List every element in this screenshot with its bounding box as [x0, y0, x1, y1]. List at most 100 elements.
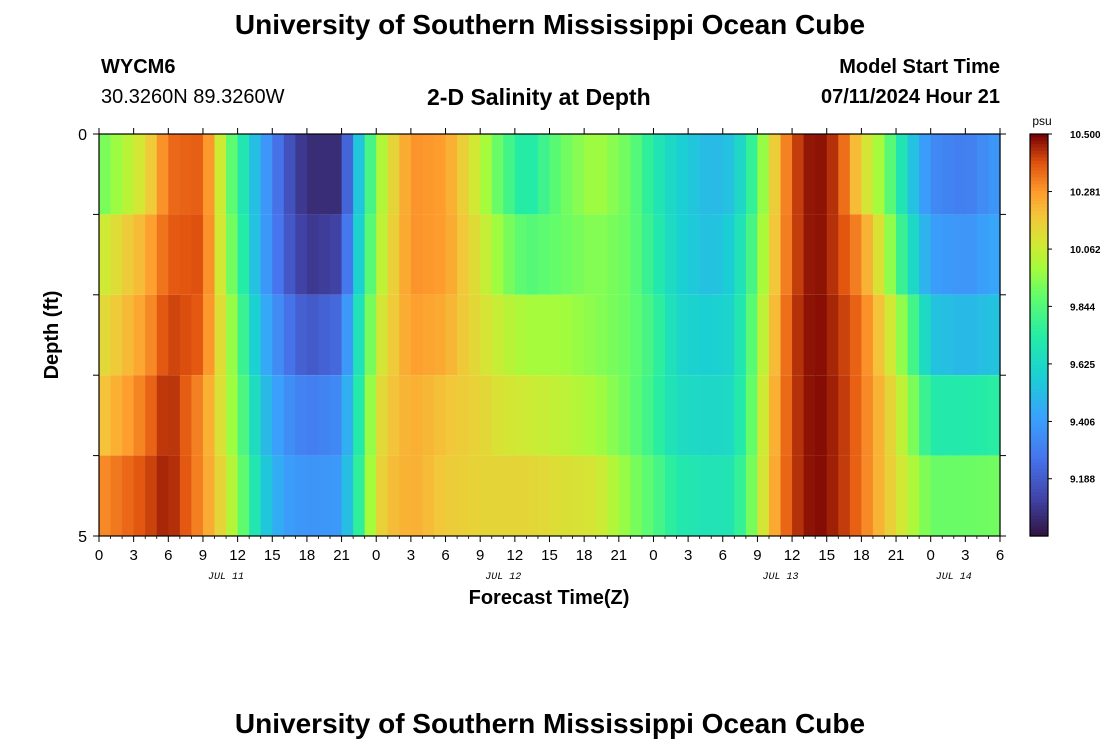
colorbar-segment — [1030, 268, 1048, 272]
colorbar-segment — [1030, 428, 1048, 433]
heatmap-cell — [607, 294, 620, 376]
x-axis: 0 3 6 9 12 15 18 21 0 3 6 9 12 15 18 21 0 3 6 9 12 15 18 21 0 3 6 J… — [95, 128, 1004, 583]
heatmap-cell — [907, 455, 920, 536]
heatmap-cell — [272, 134, 285, 215]
heatmap-cell — [122, 455, 135, 536]
heatmap-cell — [410, 214, 424, 295]
heatmap-cell — [930, 455, 943, 536]
colorbar-segment — [1030, 291, 1048, 296]
colorbar-segment — [1030, 211, 1048, 215]
heatmap-cell — [722, 134, 735, 215]
heatmap-cell — [491, 455, 504, 536]
colorbar-segment — [1030, 207, 1048, 212]
heatmap-cell — [618, 134, 631, 215]
heatmap-cell — [457, 455, 470, 536]
colorbar-segment — [1030, 455, 1048, 460]
heatmap-cell — [953, 134, 966, 215]
colorbar-segment — [1030, 261, 1048, 266]
colorbar-segment — [1030, 385, 1048, 390]
model-start-label: Model Start Time — [839, 56, 1000, 78]
colorbar-segment — [1030, 371, 1048, 376]
colorbar-frame — [1029, 133, 1049, 537]
heatmap-cell — [341, 455, 354, 536]
heatmap-cell — [133, 294, 146, 376]
heatmap-cell — [976, 214, 990, 295]
heatmap-cell — [410, 455, 424, 536]
heatmap-cell — [607, 375, 620, 456]
heatmap-cell — [480, 375, 493, 456]
heatmap-cell — [734, 214, 747, 295]
colorbar-segment — [1030, 324, 1048, 329]
colorbar-segment — [1030, 462, 1048, 467]
heatmap-cell — [584, 214, 597, 295]
heatmap-cell — [122, 134, 135, 215]
heatmap-cell — [295, 455, 308, 536]
heatmap-cell — [433, 294, 447, 376]
colorbar-segment — [1030, 180, 1048, 185]
colorbar-segment — [1030, 237, 1048, 242]
colorbar-segment — [1030, 194, 1048, 199]
heatmap-cell — [480, 455, 493, 536]
x-tick-label: 3 — [684, 547, 692, 564]
heatmap-cell — [561, 294, 574, 376]
colorbar-tick-label: 9.406 — [1070, 417, 1095, 428]
colorbar-segment — [1030, 485, 1048, 490]
colorbar-segment — [1030, 515, 1048, 520]
heatmap-cell — [99, 375, 112, 456]
heatmap-cell — [353, 214, 366, 295]
colorbar-segment — [1030, 422, 1048, 427]
heatmap-cell — [872, 134, 886, 215]
heatmap-cell — [734, 455, 747, 536]
heatmap-cell — [595, 375, 608, 456]
heatmap-cell — [792, 294, 805, 376]
heatmap-cell — [745, 214, 759, 295]
heatmap-cell — [341, 134, 354, 215]
heatmap-cell — [745, 134, 759, 215]
heatmap-cell — [237, 455, 250, 536]
colorbar-segment — [1030, 177, 1048, 182]
x-tick-label: 6 — [164, 547, 172, 564]
heatmap-cell — [549, 455, 562, 536]
colorbar-segment — [1030, 231, 1048, 236]
colorbar-segment — [1030, 412, 1048, 416]
colorbar-segment — [1030, 294, 1048, 299]
heatmap-cell — [99, 214, 112, 295]
colorbar-segment — [1030, 489, 1048, 494]
heatmap-cell — [618, 375, 631, 456]
colorbar-segment — [1030, 522, 1048, 527]
colorbar-segment — [1030, 525, 1048, 530]
heatmap-cell — [549, 134, 562, 215]
colorbar-segment — [1030, 241, 1048, 246]
heatmap-cell — [330, 134, 343, 215]
heatmap-cell — [526, 455, 539, 536]
heatmap-cell — [965, 134, 978, 215]
heatmap-cell — [872, 294, 886, 376]
heatmap-cell — [202, 375, 216, 456]
heatmap-cell — [468, 134, 481, 215]
heatmap-cell — [803, 134, 816, 215]
heatmap-cell — [410, 134, 424, 215]
heatmap-cell — [283, 375, 296, 456]
heatmap-cell — [861, 294, 874, 376]
heatmap-cell — [572, 455, 585, 536]
heatmap-cell — [330, 214, 343, 295]
heatmap-cell — [699, 455, 712, 536]
colorbar-segment — [1030, 445, 1048, 450]
colorbar-segment — [1030, 505, 1048, 510]
heatmap-cell — [653, 214, 666, 295]
heatmap-cell — [919, 375, 932, 456]
heatmap-cell — [942, 294, 955, 376]
heatmap-cell — [595, 214, 608, 295]
colorbar-segment — [1030, 512, 1048, 517]
heatmap-cell — [919, 214, 932, 295]
heatmap-cell — [433, 375, 447, 456]
heatmap-cell — [872, 375, 886, 456]
colorbar-segment — [1030, 247, 1048, 252]
colorbar-segment — [1030, 335, 1048, 339]
heatmap-cell — [942, 134, 955, 215]
heatmap-cell — [410, 375, 424, 456]
colorbar-unit: psu — [1032, 114, 1051, 128]
heatmap-cell — [480, 134, 493, 215]
heatmap-cell — [768, 375, 782, 456]
heatmap-cell — [665, 455, 678, 536]
